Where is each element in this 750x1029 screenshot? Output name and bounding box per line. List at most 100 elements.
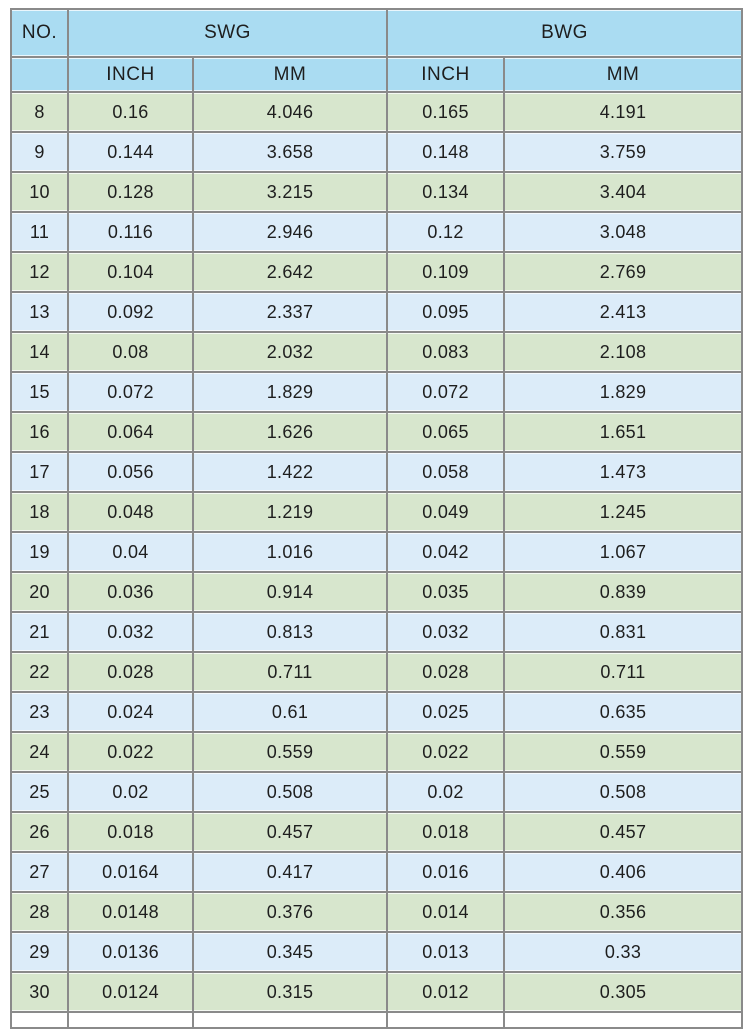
bwg-inch-cell: 0.032 (386, 611, 506, 653)
header-swg-mm: MM (191, 56, 389, 93)
bwg-mm-cell: 1.067 (503, 531, 744, 573)
no-cell: 23 (10, 691, 69, 733)
no-cell: 21 (10, 611, 69, 653)
swg-inch-cell: 0.144 (67, 131, 194, 173)
bwg-inch-cell: 0.165 (386, 91, 506, 133)
bwg-mm-cell: 3.759 (503, 131, 744, 173)
table-header: NO. SWG BWG INCH MM INCH MM (10, 8, 744, 93)
swg-mm-cell: 2.337 (191, 291, 389, 333)
bwg-inch-cell: 0.018 (386, 811, 506, 853)
swg-inch-cell: 0.0148 (67, 891, 194, 933)
table-row: 14 0.08 2.032 0.083 2.108 (10, 331, 744, 373)
bwg-inch-cell: 0.049 (386, 491, 506, 533)
bwg-inch-cell: 0.028 (386, 651, 506, 693)
no-cell: 17 (10, 451, 69, 493)
page: { "chart_data": { "type": "table", "head… (10, 8, 744, 1029)
table-row: 27 0.0164 0.417 0.016 0.406 (10, 851, 744, 893)
swg-mm-cell: 0.813 (191, 611, 389, 653)
bwg-inch-cell: 0.016 (386, 851, 506, 893)
bwg-mm-cell: 0.508 (503, 771, 744, 813)
no-cell: 25 (10, 771, 69, 813)
no-cell: 13 (10, 291, 69, 333)
swg-mm-cell: 1.219 (191, 491, 389, 533)
header-bwg-inch: INCH (386, 56, 506, 93)
table-row: 29 0.0136 0.345 0.013 0.33 (10, 931, 744, 973)
bwg-mm-cell: 2.413 (503, 291, 744, 333)
bwg-mm-cell: 2.769 (503, 251, 744, 293)
bwg-mm-cell: 3.048 (503, 211, 744, 253)
no-cell: 9 (10, 131, 69, 173)
table-row: 15 0.072 1.829 0.072 1.829 (10, 371, 744, 413)
swg-inch-cell: 0.048 (67, 491, 194, 533)
bwg-mm-cell: 0.831 (503, 611, 744, 653)
bwg-inch-cell: 0.025 (386, 691, 506, 733)
table-row: 8 0.16 4.046 0.165 4.191 (10, 91, 744, 133)
swg-inch-cell: 0.022 (67, 731, 194, 773)
swg-mm-cell: 1.422 (191, 451, 389, 493)
table-row: 30 0.0124 0.315 0.012 0.305 (10, 971, 744, 1013)
bwg-inch-cell: 0.014 (386, 891, 506, 933)
table-row: 12 0.104 2.642 0.109 2.769 (10, 251, 744, 293)
bwg-mm-cell: 0.356 (503, 891, 744, 933)
swg-mm-cell: 0.914 (191, 571, 389, 613)
table-row: 9 0.144 3.658 0.148 3.759 (10, 131, 744, 173)
no-cell: 16 (10, 411, 69, 453)
bwg-inch-cell: 0.148 (386, 131, 506, 173)
no-cell: 10 (10, 171, 69, 213)
table-row: 20 0.036 0.914 0.035 0.839 (10, 571, 744, 613)
swg-mm-cell: 1.016 (191, 531, 389, 573)
bwg-inch-cell: 0.134 (386, 171, 506, 213)
swg-inch-cell: 0.036 (67, 571, 194, 613)
swg-inch-cell: 0.16 (67, 91, 194, 133)
table-row: 16 0.064 1.626 0.065 1.651 (10, 411, 744, 453)
header-bwg-mm: MM (503, 56, 744, 93)
bwg-mm-cell: 3.404 (503, 171, 744, 213)
table-row: 28 0.0148 0.376 0.014 0.356 (10, 891, 744, 933)
table-row: 13 0.092 2.337 0.095 2.413 (10, 291, 744, 333)
swg-mm-cell: 0.417 (191, 851, 389, 893)
swg-mm-cell: 2.032 (191, 331, 389, 373)
swg-inch-cell: 0.02 (67, 771, 194, 813)
swg-inch-cell: 0.092 (67, 291, 194, 333)
swg-inch-cell: 0.0136 (67, 931, 194, 973)
bwg-inch-cell: 0.12 (386, 211, 506, 253)
header-empty-cell (10, 56, 69, 93)
bwg-mm-cell: 1.473 (503, 451, 744, 493)
header-no: NO. (10, 8, 69, 58)
swg-mm-cell: 0.61 (191, 691, 389, 733)
swg-mm-cell: 0.559 (191, 731, 389, 773)
table-body: 8 0.16 4.046 0.165 4.191 9 0.144 3.658 0… (10, 91, 744, 1029)
table-row: 10 0.128 3.215 0.134 3.404 (10, 171, 744, 213)
bwg-mm-cell: 1.651 (503, 411, 744, 453)
swg-inch-cell: 0.104 (67, 251, 194, 293)
swg-mm-cell: 0.345 (191, 931, 389, 973)
table-row: 24 0.022 0.559 0.022 0.559 (10, 731, 744, 773)
swg-inch-cell: 0.116 (67, 211, 194, 253)
bwg-mm-cell: 0.33 (503, 931, 744, 973)
bwg-inch-cell: 0.095 (386, 291, 506, 333)
bwg-mm-cell: 0.305 (503, 971, 744, 1013)
swg-inch-cell: 0.056 (67, 451, 194, 493)
swg-mm-cell: 3.215 (191, 171, 389, 213)
swg-mm-cell: 1.829 (191, 371, 389, 413)
table-row: 21 0.032 0.813 0.032 0.831 (10, 611, 744, 653)
swg-inch-cell: 0.0124 (67, 971, 194, 1013)
bwg-inch-cell: 0.012 (386, 971, 506, 1013)
bwg-mm-cell: 0.559 (503, 731, 744, 773)
no-cell: 11 (10, 211, 69, 253)
table-row: 22 0.028 0.711 0.028 0.711 (10, 651, 744, 693)
no-cell: 28 (10, 891, 69, 933)
header-group-swg: SWG (66, 8, 389, 58)
no-cell: 22 (10, 651, 69, 693)
swg-mm-cell: 4.046 (191, 91, 389, 133)
swg-inch-cell: 0.04 (67, 531, 194, 573)
no-cell: 26 (10, 811, 69, 853)
bwg-inch-cell: 0.042 (386, 531, 506, 573)
swg-inch-cell: 0.064 (67, 411, 194, 453)
swg-inch-cell: 0.0164 (67, 851, 194, 893)
no-cell: 27 (10, 851, 69, 893)
bwg-inch-cell: 0.072 (386, 371, 506, 413)
no-cell: 30 (10, 971, 69, 1013)
swg-inch-cell: 0.072 (67, 371, 194, 413)
swg-inch-cell: 0.018 (67, 811, 194, 853)
